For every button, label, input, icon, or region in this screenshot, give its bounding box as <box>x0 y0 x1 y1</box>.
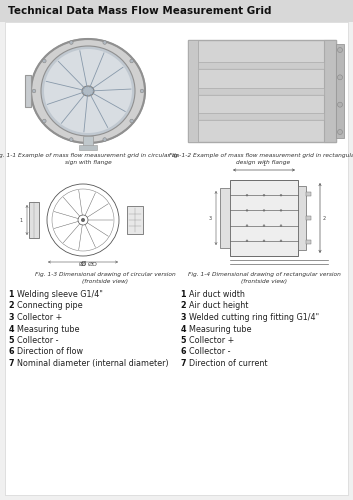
Bar <box>198 62 324 69</box>
Text: 5: 5 <box>180 336 186 345</box>
Text: sign with flange: sign with flange <box>65 160 112 165</box>
Circle shape <box>337 130 342 134</box>
Ellipse shape <box>31 39 145 143</box>
Text: 7: 7 <box>8 359 14 368</box>
Bar <box>83 136 93 148</box>
Text: 1: 1 <box>20 218 23 222</box>
Circle shape <box>337 75 342 80</box>
Bar <box>188 40 336 142</box>
Bar <box>198 113 324 120</box>
Bar <box>79 145 97 150</box>
Bar <box>336 44 344 138</box>
Circle shape <box>246 209 248 212</box>
Circle shape <box>70 40 73 44</box>
Text: Fig. 1-3 Dimensional drawing of circular version: Fig. 1-3 Dimensional drawing of circular… <box>35 272 175 277</box>
Circle shape <box>246 240 248 242</box>
Circle shape <box>263 209 265 212</box>
Ellipse shape <box>41 46 135 136</box>
Text: 3: 3 <box>180 313 186 322</box>
Circle shape <box>81 218 85 222</box>
Circle shape <box>32 89 36 93</box>
Circle shape <box>70 138 73 141</box>
Bar <box>220 188 230 248</box>
Text: Collector +: Collector + <box>189 336 234 345</box>
Bar <box>188 40 198 142</box>
Circle shape <box>263 240 265 242</box>
Circle shape <box>42 119 46 123</box>
Text: Direction of current: Direction of current <box>189 359 268 368</box>
Circle shape <box>280 209 282 212</box>
Text: Nominal diameter (internal diameter): Nominal diameter (internal diameter) <box>17 359 169 368</box>
Text: (frontside view): (frontside view) <box>82 279 128 284</box>
Bar <box>198 88 324 94</box>
Circle shape <box>130 59 133 63</box>
Text: 1: 1 <box>262 162 265 167</box>
Bar <box>298 186 306 250</box>
Text: Air duct width: Air duct width <box>189 290 245 299</box>
Text: Fig. 1-2 Example of mass flow measurement grid in rectangular: Fig. 1-2 Example of mass flow measuremen… <box>169 153 353 158</box>
Text: Welding sleeve G1/4": Welding sleeve G1/4" <box>17 290 103 299</box>
Circle shape <box>280 194 282 196</box>
Text: 2: 2 <box>8 302 14 310</box>
Circle shape <box>337 102 342 107</box>
Ellipse shape <box>44 49 132 133</box>
Text: Measuring tube: Measuring tube <box>17 324 79 334</box>
Text: Collector -: Collector - <box>17 336 59 345</box>
Text: 6: 6 <box>180 348 186 356</box>
Text: Fig. 1-1 Example of mass flow measurement grid in circular de-: Fig. 1-1 Example of mass flow measuremen… <box>0 153 182 158</box>
Text: design with flange: design with flange <box>236 160 290 165</box>
Text: 6: 6 <box>8 348 14 356</box>
Circle shape <box>130 119 133 123</box>
Circle shape <box>280 224 282 227</box>
Text: Fig. 1-4 Dimensional drawing of rectangular version: Fig. 1-4 Dimensional drawing of rectangu… <box>187 272 340 277</box>
Text: (frontside view): (frontside view) <box>241 279 287 284</box>
Text: 7: 7 <box>180 359 186 368</box>
Text: Collector -: Collector - <box>189 348 231 356</box>
Text: 3: 3 <box>8 313 14 322</box>
Text: 4: 4 <box>180 324 186 334</box>
Text: Measuring tube: Measuring tube <box>189 324 251 334</box>
Bar <box>306 216 311 220</box>
Bar <box>324 40 336 142</box>
Text: 4: 4 <box>8 324 14 334</box>
Text: Technical Data Mass Flow Measurement Grid: Technical Data Mass Flow Measurement Gri… <box>8 6 271 16</box>
Text: Connecting pipe: Connecting pipe <box>17 302 83 310</box>
Circle shape <box>337 48 342 52</box>
Circle shape <box>280 240 282 242</box>
Circle shape <box>246 194 248 196</box>
Circle shape <box>263 224 265 227</box>
Circle shape <box>246 224 248 227</box>
Circle shape <box>103 138 107 141</box>
Ellipse shape <box>82 86 94 96</box>
Text: Collector +: Collector + <box>17 313 62 322</box>
Bar <box>25 75 31 107</box>
Text: ØD: ØD <box>88 262 98 267</box>
Bar <box>29 202 39 238</box>
Text: Welded cutting ring fitting G1/4": Welded cutting ring fitting G1/4" <box>189 313 319 322</box>
Text: 2: 2 <box>323 216 326 220</box>
Circle shape <box>42 59 46 63</box>
Text: Direction of flow: Direction of flow <box>17 348 83 356</box>
Text: 5: 5 <box>8 336 14 345</box>
Text: 1: 1 <box>180 290 186 299</box>
Bar <box>306 240 311 244</box>
Text: Ø: Ø <box>80 261 86 267</box>
Circle shape <box>263 194 265 196</box>
Text: 1: 1 <box>8 290 14 299</box>
Bar <box>127 206 143 234</box>
Text: ØD: ØD <box>79 262 87 267</box>
Bar <box>306 192 311 196</box>
Circle shape <box>140 89 144 93</box>
Text: 2: 2 <box>180 302 186 310</box>
Bar <box>0 0 353 22</box>
Text: Air duct height: Air duct height <box>189 302 249 310</box>
Circle shape <box>103 40 107 44</box>
Bar <box>230 180 298 256</box>
Text: 3: 3 <box>209 216 212 220</box>
